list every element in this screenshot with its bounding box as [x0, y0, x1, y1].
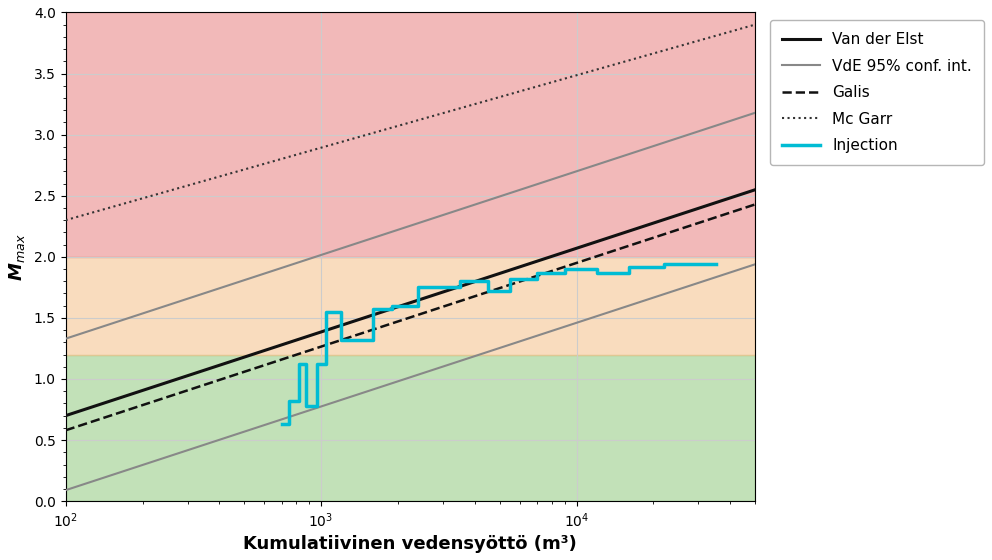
Injection [310, 403, 322, 409]
Injection [335, 337, 347, 343]
Injection [335, 309, 347, 315]
Injection [504, 276, 516, 282]
Injection [623, 263, 635, 270]
Y-axis label: M$_{max}$: M$_{max}$ [7, 233, 27, 281]
Injection [658, 261, 670, 268]
Injection [482, 278, 494, 284]
Bar [65, 354, 755, 501]
Legend: Van der Elst, VdE 95% conf. int., Galis, Mc Garr, Injection: Van der Elst, VdE 95% conf. int., Galis,… [770, 20, 984, 165]
Bar [65, 12, 755, 257]
Injection [386, 306, 398, 312]
Injection [504, 288, 516, 295]
Injection [531, 276, 543, 282]
Injection [413, 284, 425, 291]
Injection [413, 302, 425, 309]
Injection [482, 288, 494, 295]
Injection [310, 361, 322, 368]
Bar [65, 257, 755, 354]
Injection [591, 265, 603, 272]
Injection [293, 398, 305, 404]
X-axis label: Kumulatiivinen vedensyöttö (m³): Kumulatiivinen vedensyöttö (m³) [243, 535, 577, 553]
Injection [367, 306, 379, 312]
Injection [454, 278, 466, 284]
Injection [558, 265, 570, 272]
Injection [558, 269, 570, 276]
Injection [276, 421, 288, 428]
Injection [709, 261, 721, 268]
Injection [531, 269, 543, 276]
Injection [623, 269, 635, 276]
Injection [320, 309, 332, 315]
Injection [300, 403, 311, 409]
Line: Injection: Injection [282, 264, 715, 424]
Injection [591, 269, 603, 276]
Injection [283, 421, 295, 428]
Injection [300, 361, 311, 368]
Injection [293, 361, 305, 368]
Injection [386, 302, 398, 309]
Injection [320, 361, 332, 368]
Injection [658, 263, 670, 270]
Injection [283, 398, 295, 404]
Injection [454, 284, 466, 291]
Injection [367, 337, 379, 343]
